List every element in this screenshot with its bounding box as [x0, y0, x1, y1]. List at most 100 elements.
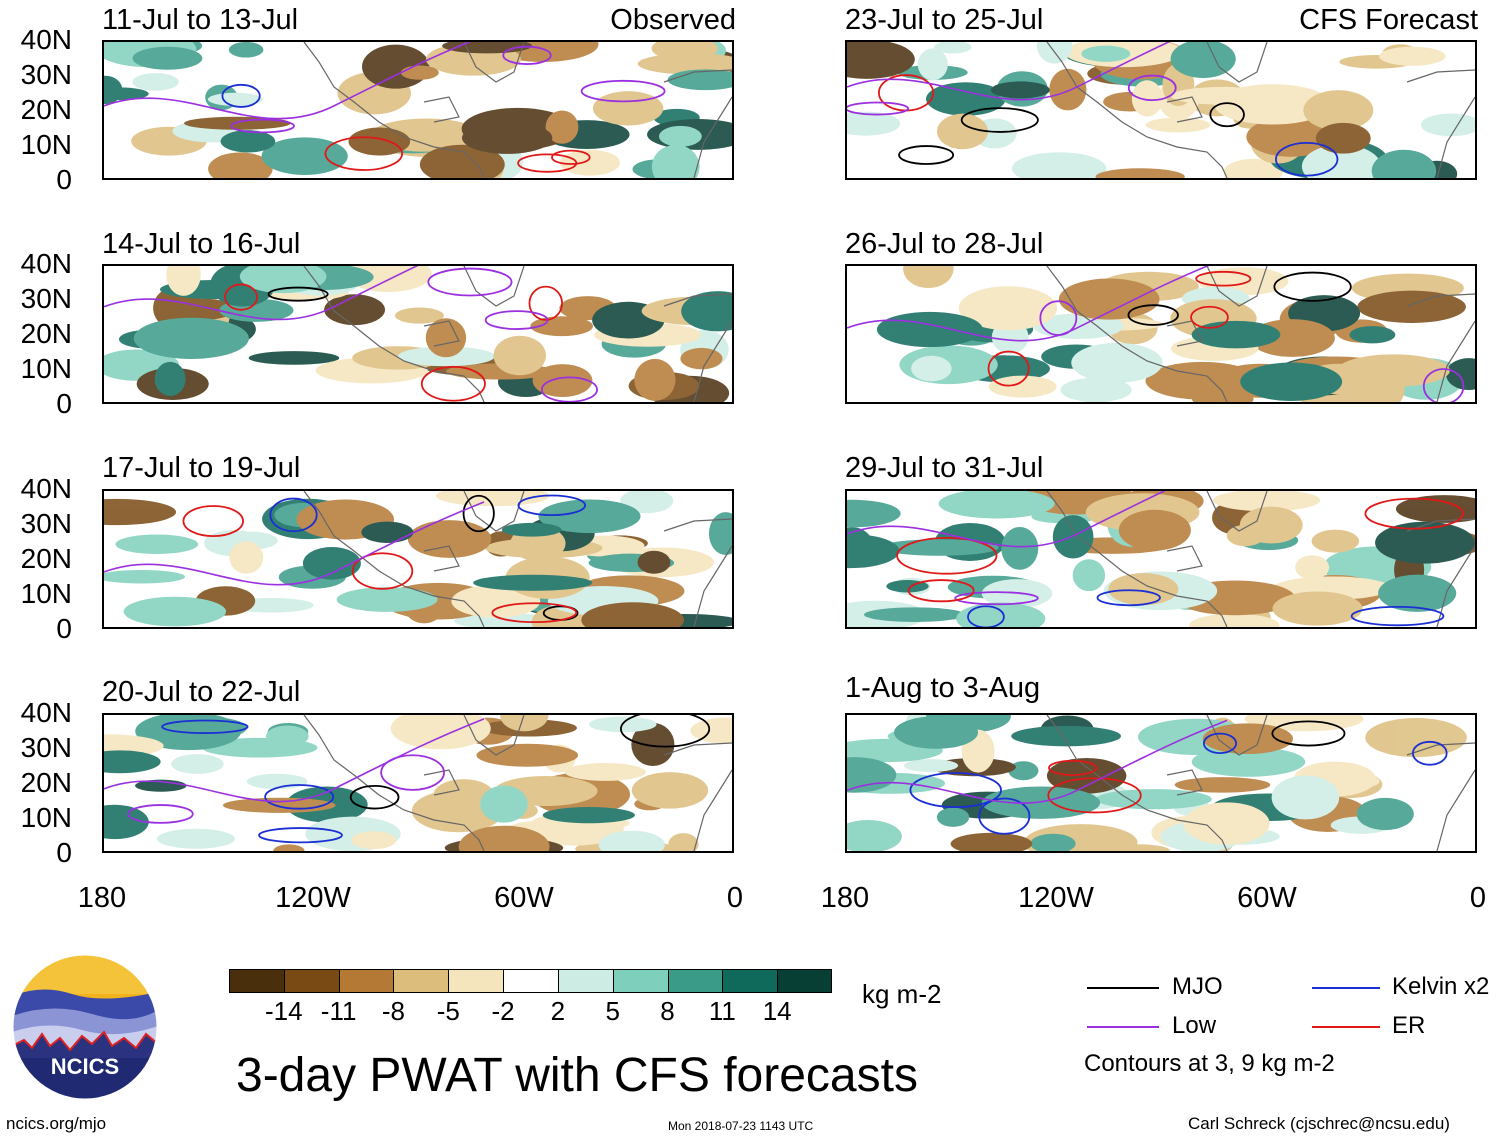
anomaly-blob — [501, 522, 562, 537]
anomaly-blob — [166, 266, 201, 296]
contour-line — [1190, 305, 1229, 329]
contour-line — [580, 79, 666, 103]
anomaly-blob — [104, 570, 186, 584]
colorbar-tick-label: -8 — [381, 996, 406, 1026]
anomaly-blob — [847, 757, 897, 793]
panel-title: 23-Jul to 25-Jul — [845, 4, 1044, 36]
anomaly-blob — [1356, 797, 1414, 831]
anomaly-blob — [559, 149, 621, 176]
map-panel — [845, 40, 1477, 180]
anomaly-blob — [493, 335, 547, 376]
anomaly-blob — [1240, 362, 1343, 401]
anomaly-field — [847, 715, 1475, 851]
anomaly-blob — [690, 717, 732, 744]
kelvin-legend-line — [1312, 987, 1380, 989]
map-panel — [102, 489, 734, 629]
anomaly-blob — [894, 716, 979, 749]
anomaly-blob — [1226, 524, 1265, 547]
anomaly-blob — [1213, 491, 1321, 512]
coastline — [1046, 42, 1475, 178]
anomaly-blob — [1170, 42, 1236, 79]
contour-line — [230, 118, 295, 134]
anomaly-blob — [1011, 152, 1107, 178]
contour-line — [1271, 720, 1346, 747]
anomaly-blob — [545, 110, 579, 144]
anomaly-blob — [239, 266, 327, 294]
colorbar-cell — [667, 969, 723, 993]
contour-line — [517, 153, 578, 173]
contour-line — [351, 552, 414, 590]
anomaly-blob — [1058, 278, 1160, 320]
mjo-legend-line — [1087, 987, 1159, 989]
anomaly-blob — [1008, 761, 1039, 781]
lat-label: 40N — [20, 24, 72, 55]
anomaly-blob — [637, 53, 732, 75]
anomaly-blob — [564, 763, 646, 781]
contour-line — [324, 136, 404, 171]
lat-label: 20N — [20, 543, 72, 574]
anomaly-blob — [938, 491, 1055, 519]
anomaly-blob — [990, 81, 1050, 99]
contour-line — [1209, 102, 1245, 128]
footer-timestamp: Mon 2018-07-23 1143 UTC — [668, 1119, 814, 1133]
lon-label-180: 180 — [77, 882, 127, 914]
anomaly-blob — [934, 42, 972, 54]
anomaly-blob — [530, 316, 594, 337]
anomaly-blob — [847, 820, 902, 851]
colorbar-cell — [722, 969, 778, 993]
panel-title: 20-Jul to 22-Jul — [102, 676, 301, 708]
anomaly-blob — [461, 121, 553, 154]
contour-line — [1350, 606, 1445, 627]
anomaly-blob — [246, 773, 308, 790]
anomaly-blob — [1001, 526, 1039, 570]
anomaly-blob — [425, 318, 467, 358]
low-contour — [104, 42, 472, 120]
anomaly-blob — [220, 130, 276, 153]
contour-line — [540, 376, 598, 402]
colorbar-tick-label: 8 — [660, 996, 675, 1026]
anomaly-blob — [708, 512, 732, 555]
lat-label: 30N — [20, 508, 72, 539]
anomaly-blob — [847, 111, 901, 136]
er-legend-line — [1312, 1026, 1380, 1028]
contour-line — [847, 101, 910, 116]
anomaly-blob — [104, 804, 149, 840]
low-contour — [847, 719, 1228, 804]
anomaly-blob — [390, 715, 491, 750]
anomaly-blob — [667, 69, 732, 91]
anomaly-blob — [1108, 573, 1179, 606]
anomaly-blob — [419, 144, 505, 178]
anomaly-blob — [981, 786, 1101, 819]
lat-label: 30N — [20, 59, 72, 90]
anomaly-blob — [248, 351, 340, 365]
lat-label: 20N — [20, 94, 72, 125]
contour-line — [269, 497, 318, 533]
anomaly-blob — [1223, 158, 1283, 178]
lon-label-0: 0 — [726, 882, 744, 914]
contour-line — [1096, 589, 1161, 607]
map-panel — [845, 489, 1477, 629]
anomaly-blob — [1191, 320, 1281, 349]
anomaly-blob — [351, 831, 397, 850]
anomaly-blob — [1081, 45, 1131, 62]
lat-label: 40N — [20, 697, 72, 728]
low-contour — [104, 501, 485, 586]
contour-line — [491, 602, 578, 624]
colorbar-cell — [612, 969, 668, 993]
anomaly-blob — [631, 722, 675, 767]
anomaly-blob — [1049, 68, 1087, 111]
anomaly-blob — [273, 844, 305, 851]
anomaly-blob — [680, 347, 723, 370]
contour-line — [620, 715, 711, 748]
anomaly-blob — [1183, 802, 1270, 845]
lon-label-180: 180 — [820, 882, 870, 914]
anomaly-blob — [876, 311, 983, 348]
anomaly-blob — [104, 75, 123, 105]
lat-label: 0 — [56, 613, 72, 644]
anomaly-blob — [1060, 377, 1132, 402]
contour-line — [1411, 740, 1448, 766]
anomaly-blob — [637, 550, 671, 574]
anomaly-blob — [132, 73, 179, 91]
low-contour — [847, 491, 1167, 548]
anomaly-blob — [1246, 116, 1336, 157]
